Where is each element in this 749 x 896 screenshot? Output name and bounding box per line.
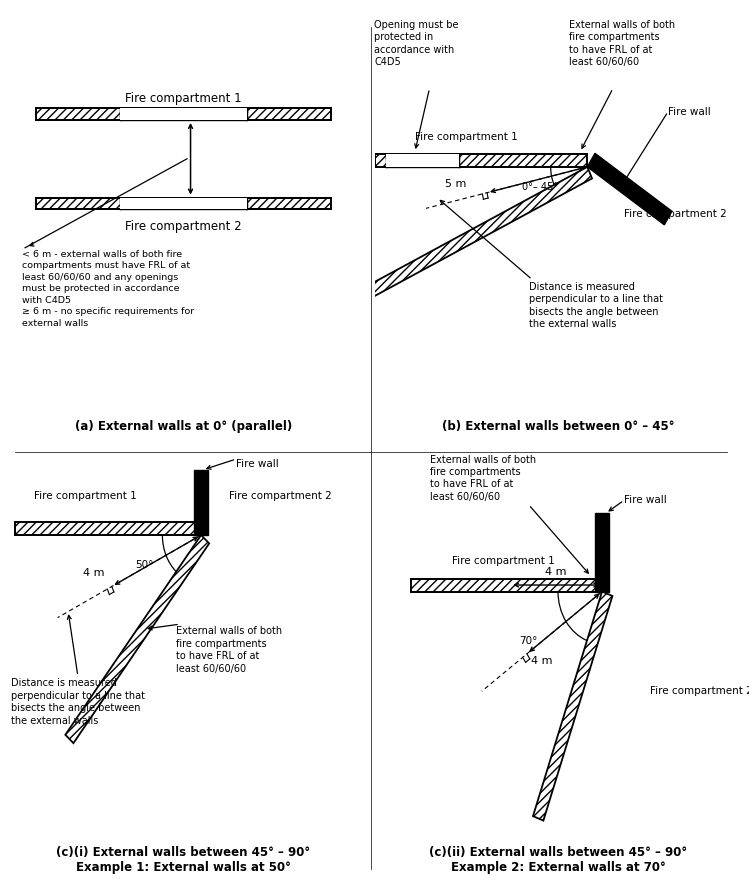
Bar xyxy=(386,154,459,167)
Text: < 6 m - external walls of both fire
compartments must have FRL of at
least 60/60: < 6 m - external walls of both fire comp… xyxy=(22,250,194,328)
Polygon shape xyxy=(411,579,602,591)
Text: 4 m: 4 m xyxy=(83,568,105,578)
Text: (c)(ii) External walls between 45° – 90°
Example 2: External walls at 70°: (c)(ii) External walls between 45° – 90°… xyxy=(429,846,687,874)
Text: (c)(i) External walls between 45° – 90°
Example 1: External walls at 50°: (c)(i) External walls between 45° – 90° … xyxy=(56,846,311,874)
Text: Fire compartment 1: Fire compartment 1 xyxy=(125,92,242,106)
Text: Distance is measured
perpendicular to a line that
bisects the angle between
the : Distance is measured perpendicular to a … xyxy=(529,281,663,329)
Text: 4 m: 4 m xyxy=(530,656,552,666)
Polygon shape xyxy=(533,591,613,821)
Text: External walls of both
fire compartments
to have FRL of at
least 60/60/60: External walls of both fire compartments… xyxy=(177,626,282,674)
Text: Distance is measured
perpendicular to a line that
bisects the angle between
the : Distance is measured perpendicular to a … xyxy=(11,678,145,726)
Text: 0°– 45°: 0°– 45° xyxy=(521,182,558,193)
Text: Fire compartment 1: Fire compartment 1 xyxy=(452,556,554,566)
Polygon shape xyxy=(587,153,672,225)
Text: 4 m: 4 m xyxy=(545,567,567,577)
Text: Fire compartment 2: Fire compartment 2 xyxy=(649,686,749,696)
Text: (b) External walls between 0° – 45°: (b) External walls between 0° – 45° xyxy=(442,420,674,433)
Text: (a) External walls at 0° (parallel): (a) External walls at 0° (parallel) xyxy=(75,420,292,433)
Bar xyxy=(595,513,609,591)
Text: External walls of both
fire compartments
to have FRL of at
least 60/60/60: External walls of both fire compartments… xyxy=(430,454,536,502)
Polygon shape xyxy=(65,535,209,743)
Polygon shape xyxy=(14,522,201,535)
Polygon shape xyxy=(36,197,331,210)
Text: Fire compartment 2: Fire compartment 2 xyxy=(624,209,727,219)
Text: Fire wall: Fire wall xyxy=(624,495,667,505)
Bar xyxy=(120,197,247,210)
Text: Fire wall: Fire wall xyxy=(236,459,279,469)
Bar xyxy=(120,108,247,120)
Text: 50°: 50° xyxy=(136,560,154,570)
Bar xyxy=(195,470,207,535)
Text: Fire compartment 1: Fire compartment 1 xyxy=(34,491,136,501)
Text: Fire compartment 2: Fire compartment 2 xyxy=(125,220,242,233)
Text: Fire compartment 1: Fire compartment 1 xyxy=(415,132,518,142)
Text: External walls of both
fire compartments
to have FRL of at
least 60/60/60: External walls of both fire compartments… xyxy=(569,20,675,67)
Text: 70°: 70° xyxy=(520,635,538,646)
Text: Fire wall: Fire wall xyxy=(668,107,711,116)
Polygon shape xyxy=(374,154,587,167)
Text: Fire compartment 2: Fire compartment 2 xyxy=(229,491,332,501)
Polygon shape xyxy=(36,108,331,120)
Text: Opening must be
protected in
accordance with
C4D5: Opening must be protected in accordance … xyxy=(374,20,459,67)
Polygon shape xyxy=(354,167,592,305)
Text: 5 m: 5 m xyxy=(446,179,467,189)
